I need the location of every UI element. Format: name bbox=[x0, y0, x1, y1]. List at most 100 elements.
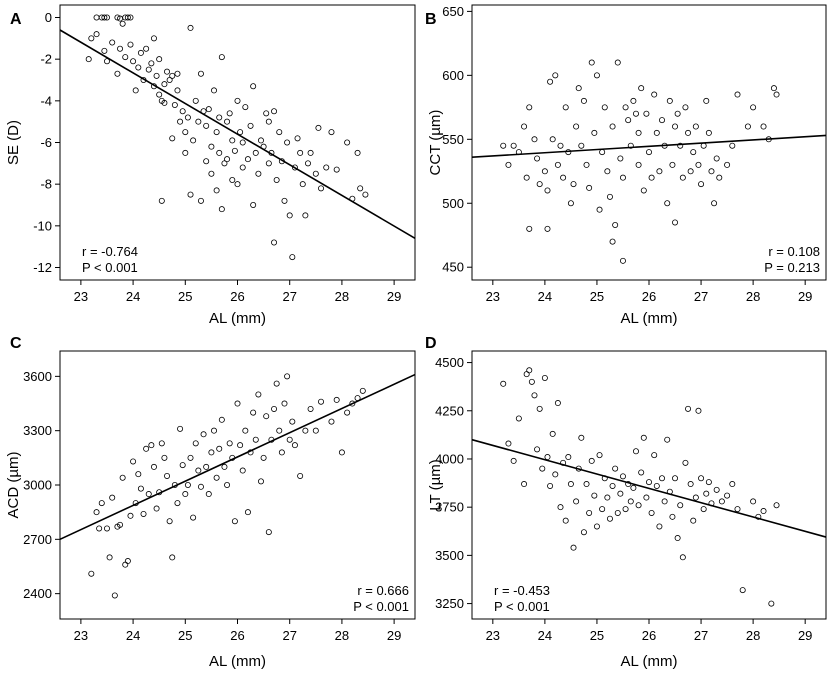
data-point bbox=[276, 427, 283, 434]
p-value: P < 0.001 bbox=[353, 599, 409, 614]
data-point bbox=[552, 471, 559, 478]
y-tick-label: 3600 bbox=[23, 369, 52, 384]
data-point bbox=[124, 14, 131, 21]
data-point bbox=[570, 544, 577, 551]
data-point bbox=[586, 509, 593, 516]
y-tick-label: 500 bbox=[442, 196, 464, 211]
data-point bbox=[627, 498, 634, 505]
x-axis-title: AL (mm) bbox=[621, 310, 678, 327]
y-tick-label: 2400 bbox=[23, 586, 52, 601]
data-point bbox=[229, 137, 236, 144]
data-point bbox=[531, 392, 538, 399]
data-point bbox=[122, 54, 129, 61]
data-point bbox=[257, 137, 264, 144]
data-point bbox=[674, 535, 681, 542]
panel-c: C 2400 2700 3000 3300 3600 23 24 25 26 27 28 29 AL (m… bbox=[5, 335, 416, 670]
data-point bbox=[117, 521, 124, 528]
data-point bbox=[216, 445, 223, 452]
data-point bbox=[760, 508, 767, 515]
y-axis-title: ACD (µm) bbox=[5, 452, 22, 519]
data-point bbox=[500, 142, 507, 149]
data-point bbox=[679, 174, 686, 181]
data-point bbox=[635, 502, 642, 509]
data-point bbox=[536, 405, 543, 412]
data-point bbox=[698, 475, 705, 482]
data-point bbox=[718, 498, 725, 505]
data-point bbox=[690, 149, 697, 156]
data-point bbox=[669, 513, 676, 520]
data-point bbox=[593, 523, 600, 530]
data-point bbox=[604, 168, 611, 175]
data-point bbox=[187, 24, 194, 31]
data-point bbox=[137, 49, 144, 56]
data-point bbox=[109, 39, 116, 46]
data-point bbox=[627, 142, 634, 149]
data-point bbox=[580, 529, 587, 536]
data-point bbox=[312, 170, 319, 177]
data-point bbox=[93, 31, 100, 38]
data-point bbox=[515, 415, 522, 422]
data-point bbox=[635, 129, 642, 136]
data-point bbox=[544, 225, 551, 232]
data-point bbox=[111, 592, 118, 599]
data-point bbox=[656, 168, 663, 175]
data-point bbox=[148, 442, 155, 449]
data-point bbox=[109, 494, 116, 501]
data-point bbox=[156, 56, 163, 63]
data-point bbox=[119, 474, 126, 481]
data-point bbox=[174, 500, 181, 507]
data-point bbox=[252, 149, 259, 156]
data-point bbox=[252, 436, 259, 443]
data-point bbox=[601, 104, 608, 111]
data-point bbox=[708, 168, 715, 175]
data-point bbox=[750, 104, 757, 111]
panel-a: A 0 -2 -4 -6 -8 -10 -12 23 24 25 26 27 28 29 AL (mm) SE … bbox=[5, 4, 416, 327]
data-point bbox=[625, 117, 632, 124]
data-point bbox=[591, 129, 598, 136]
data-point bbox=[190, 514, 197, 521]
data-point bbox=[539, 465, 546, 472]
data-point bbox=[145, 491, 152, 498]
x-tick-label: 29 bbox=[798, 628, 812, 643]
data-point bbox=[713, 155, 720, 162]
y-tick-label: -4 bbox=[40, 93, 52, 108]
panel-letter: D bbox=[425, 335, 437, 352]
x-axis-title: AL (mm) bbox=[621, 653, 678, 670]
data-point bbox=[583, 481, 590, 488]
data-point bbox=[526, 225, 533, 232]
data-point bbox=[630, 97, 637, 104]
x-tick-label: 25 bbox=[590, 628, 604, 643]
data-point bbox=[101, 14, 108, 21]
data-point bbox=[682, 459, 689, 466]
data-point bbox=[768, 600, 775, 607]
data-point bbox=[344, 409, 351, 416]
x-tick-label: 26 bbox=[230, 628, 244, 643]
data-point bbox=[171, 102, 178, 109]
data-point bbox=[638, 85, 645, 92]
data-point bbox=[526, 367, 533, 374]
panel-letter: A bbox=[10, 11, 22, 28]
x-tick-label: 24 bbox=[126, 289, 140, 304]
data-point bbox=[554, 400, 561, 407]
data-point bbox=[265, 160, 272, 167]
y-tick-label: 3000 bbox=[23, 478, 52, 493]
data-point bbox=[169, 72, 176, 79]
data-point bbox=[526, 104, 533, 111]
data-point bbox=[523, 174, 530, 181]
y-tick-label: 3250 bbox=[435, 596, 464, 611]
data-point bbox=[291, 164, 298, 171]
data-point bbox=[333, 396, 340, 403]
data-point bbox=[184, 481, 191, 488]
data-point bbox=[242, 104, 249, 111]
data-point bbox=[221, 160, 228, 167]
x-tick-label: 27 bbox=[694, 289, 708, 304]
data-point bbox=[286, 212, 293, 219]
data-point bbox=[349, 400, 356, 407]
data-point bbox=[184, 114, 191, 121]
data-point bbox=[96, 525, 103, 532]
x-tick-label: 26 bbox=[230, 289, 244, 304]
data-point bbox=[205, 491, 212, 498]
data-point bbox=[127, 512, 134, 519]
data-point bbox=[619, 257, 626, 264]
y-tick-label: -8 bbox=[40, 177, 52, 192]
